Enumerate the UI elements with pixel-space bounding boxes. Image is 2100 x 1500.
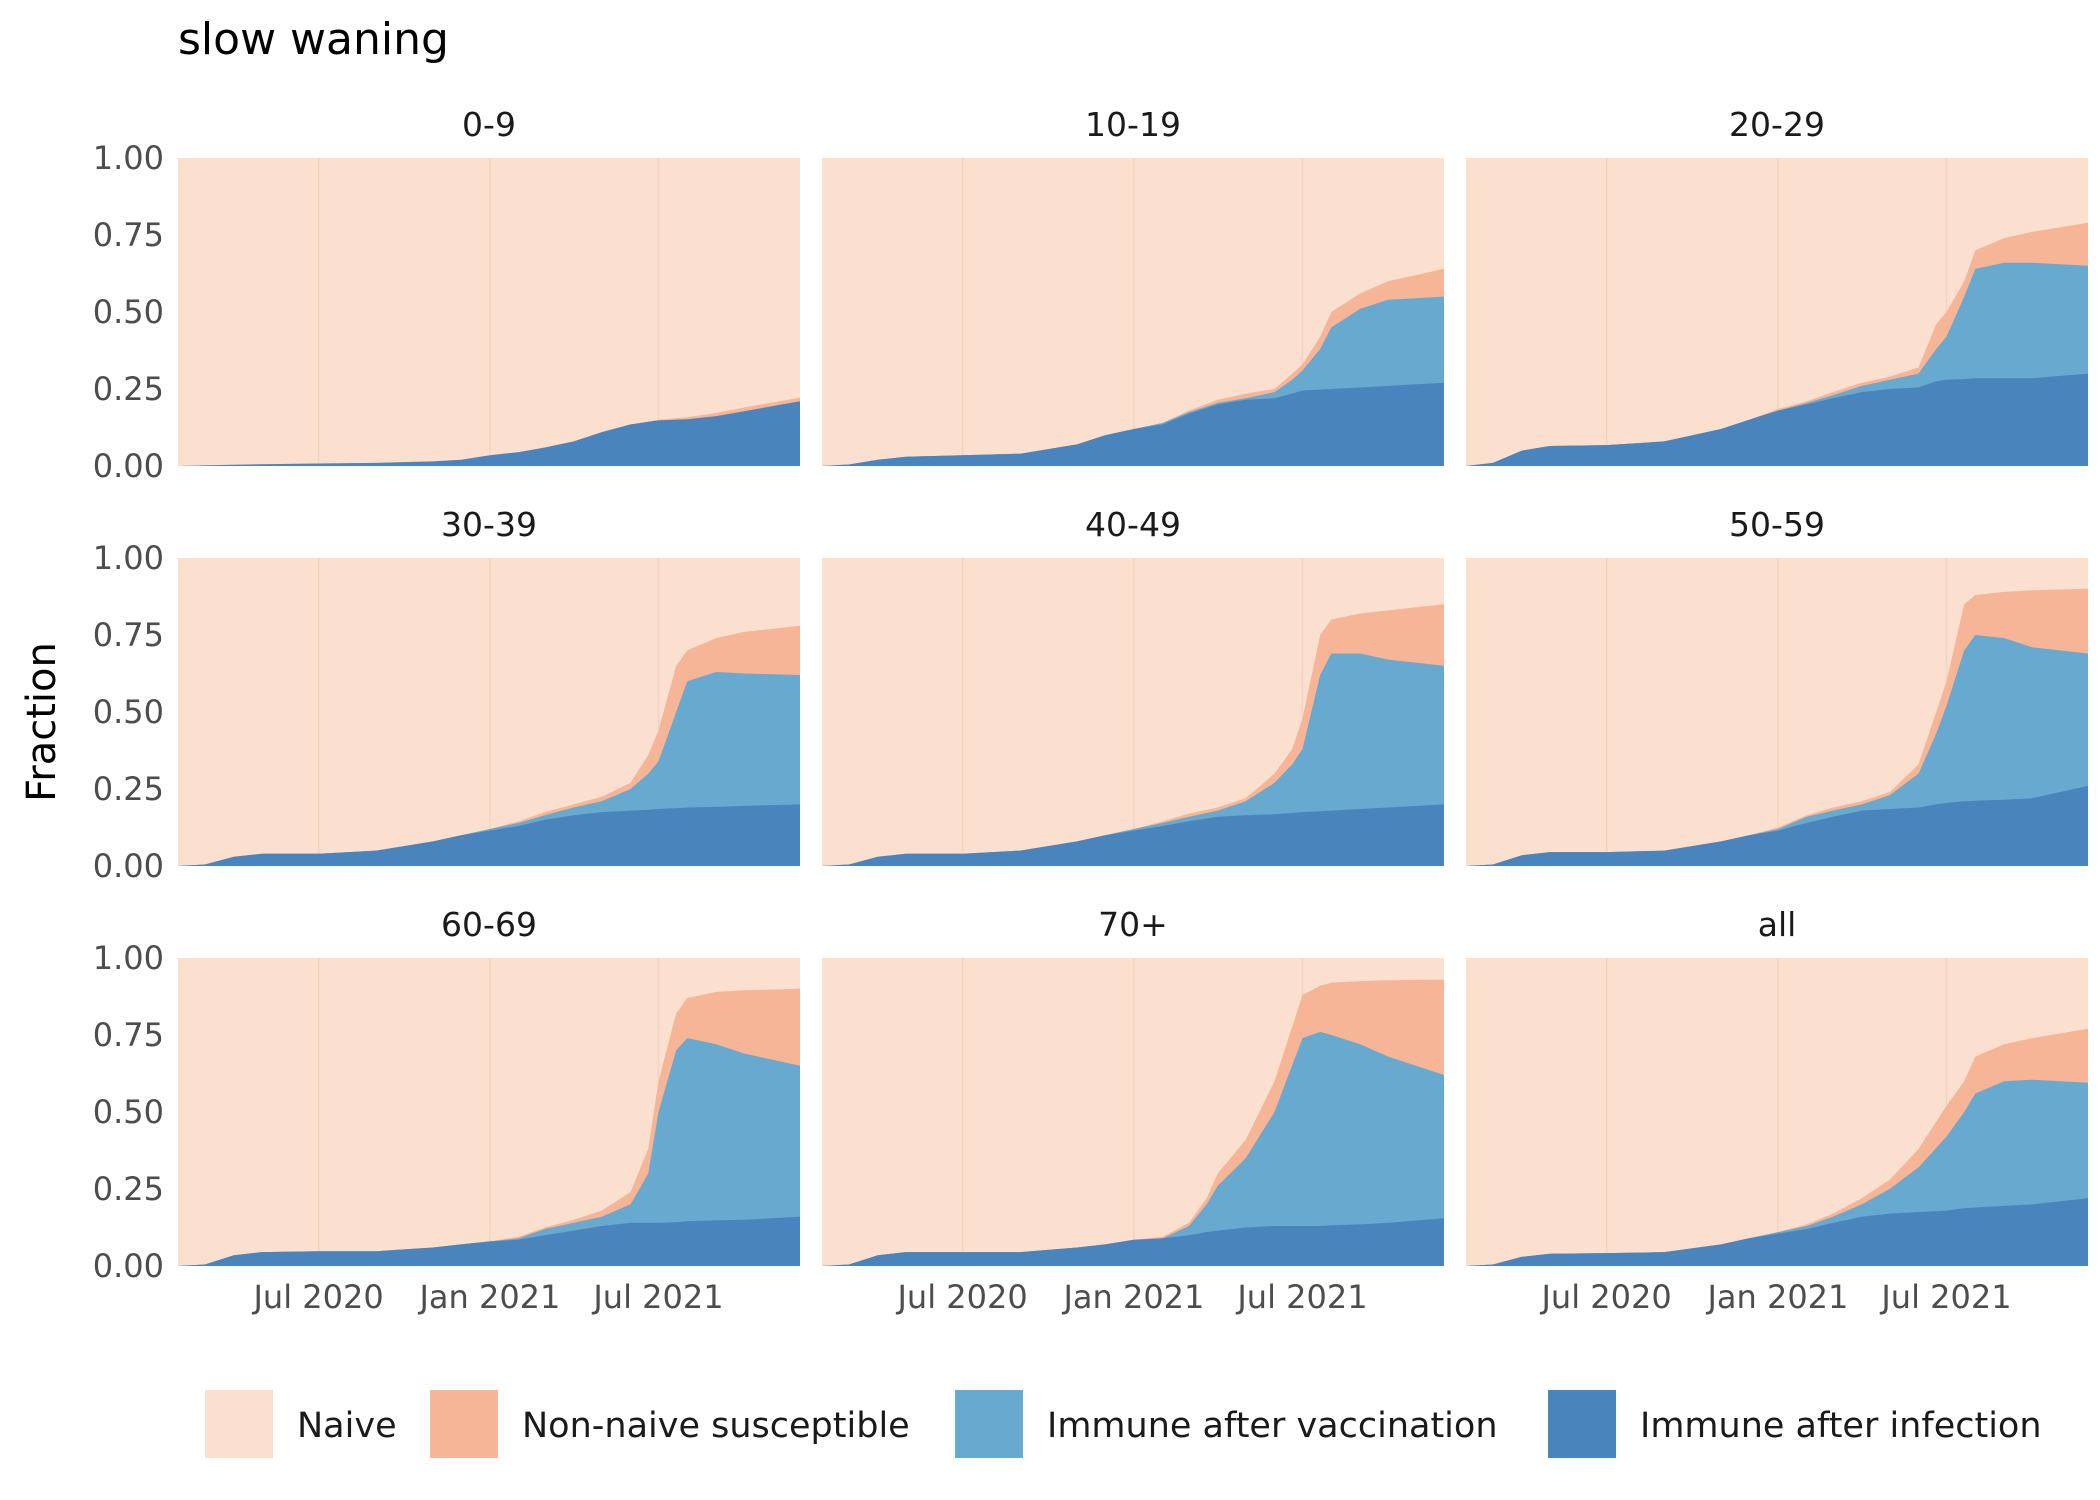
naive-area (178, 158, 800, 466)
y-tick-label: 0.50 (93, 293, 164, 331)
facet-label: 60-69 (441, 905, 537, 944)
y-tick-label: 0.50 (93, 693, 164, 731)
facet-label: 0-9 (462, 105, 516, 144)
infection-immune-area (178, 401, 800, 466)
x-tick-label: Jul 2020 (1539, 1278, 1671, 1316)
x-tick-label: Jul 2020 (251, 1278, 383, 1316)
y-axis-label: Fraction (19, 642, 65, 802)
infection-immune-area (822, 1218, 1444, 1266)
facet-panel: 70+ Jul 2020 Jan 2021 Jul 2021 (822, 905, 1444, 1316)
y-tick-label: 0.25 (93, 770, 164, 808)
facet-label: 10-19 (1085, 105, 1181, 144)
legend-label: Immune after infection (1640, 1406, 2042, 1446)
facet-label: all (1758, 905, 1797, 944)
x-tick-label: Jul 2021 (591, 1278, 723, 1316)
facet-label: 20-29 (1729, 105, 1825, 144)
x-tick-label: Jul 2020 (895, 1278, 1027, 1316)
y-tick-label: 1.00 (93, 539, 164, 577)
infection-immune-area (1466, 373, 2088, 466)
facet-label: 70+ (1098, 905, 1168, 944)
infection-immune-area (1466, 785, 2088, 866)
infection-immune-area (822, 804, 1444, 866)
y-tick-label: 0.25 (93, 1170, 164, 1208)
y-tick-label: 0.50 (93, 1093, 164, 1131)
x-tick-label: Jul 2021 (1879, 1278, 2011, 1316)
y-tick-label: 0.75 (93, 616, 164, 654)
y-tick-label: 0.25 (93, 370, 164, 408)
legend-key (1548, 1390, 1616, 1458)
facet-panel: 30-39 0.00 0.25 0.50 0.75 1.00 (93, 505, 800, 885)
x-tick-label: Jan 2021 (417, 1278, 560, 1316)
facet-panels: 0-9 0.00 0.25 0.50 0.75 1.00 10-19 20-29 30-39 0.… (93, 105, 2088, 1316)
facet-panel: 0-9 0.00 0.25 0.50 0.75 1.00 (93, 105, 800, 485)
facet-panel: all Jul 2020 Jan 2021 Jul 2021 (1466, 905, 2088, 1316)
y-tick-label: 0.00 (93, 1247, 164, 1285)
infection-immune-area (822, 382, 1444, 466)
legend-key (955, 1390, 1023, 1458)
vaccination-immune-area (822, 1031, 1444, 1266)
infection-immune-area (178, 1216, 800, 1266)
facet-panel: 40-49 (822, 505, 1444, 866)
infection-immune-area (178, 804, 800, 866)
facet-panel: 50-59 (1466, 505, 2088, 866)
legend-label: Immune after vaccination (1047, 1406, 1498, 1446)
facet-panel: 60-69 0.00 0.25 0.50 0.75 1.00 Jul 2020 Jan 202… (93, 905, 800, 1316)
y-tick-label: 0.00 (93, 447, 164, 485)
y-tick-label: 1.00 (93, 139, 164, 177)
y-tick-label: 0.75 (93, 216, 164, 254)
infection-immune-area (1466, 1198, 2088, 1266)
vaccination-immune-area (178, 1038, 800, 1266)
x-tick-label: Jan 2021 (1705, 1278, 1848, 1316)
chart-title: slow waning (178, 14, 449, 65)
x-tick-label: Jan 2021 (1061, 1278, 1204, 1316)
y-tick-label: 1.00 (93, 939, 164, 977)
legend-label: Non-naive susceptible (522, 1406, 910, 1446)
legend-key (205, 1390, 273, 1458)
y-tick-label: 0.75 (93, 1016, 164, 1054)
facet-panel: 20-29 (1466, 105, 2088, 466)
y-tick-label: 0.00 (93, 847, 164, 885)
legend: Naive Non-naive susceptible Immune after v… (205, 1390, 2042, 1458)
facet-label: 30-39 (441, 505, 537, 544)
legend-key (430, 1390, 498, 1458)
legend-label: Naive (297, 1406, 397, 1446)
x-tick-label: Jul 2021 (1235, 1278, 1367, 1316)
vaccination-immune-area (822, 653, 1444, 866)
facet-panel: 10-19 (822, 105, 1444, 466)
facet-label: 50-59 (1729, 505, 1825, 544)
facet-label: 40-49 (1085, 505, 1181, 544)
